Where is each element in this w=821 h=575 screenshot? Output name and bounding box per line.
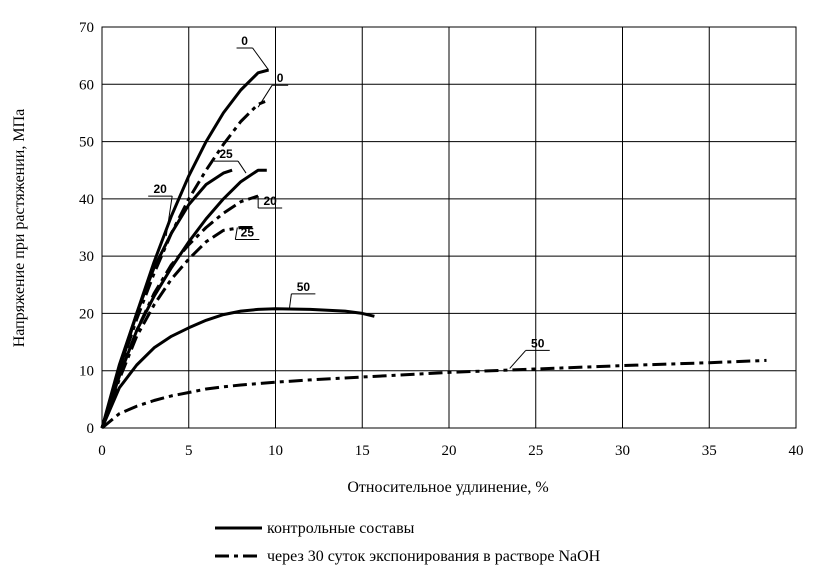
curve-label: 20 xyxy=(154,182,168,196)
curve-label-leader xyxy=(257,84,273,108)
curve-label: 0 xyxy=(241,34,248,48)
curve-label-leader xyxy=(288,293,292,309)
curve-label-leader xyxy=(234,227,238,240)
curve-label: 20 xyxy=(263,194,277,208)
y-tick-label: 0 xyxy=(87,421,95,437)
grid xyxy=(101,26,797,429)
x-tick-label: 25 xyxy=(528,443,543,459)
curve-label-leader xyxy=(252,47,269,71)
curve-label-leader xyxy=(165,196,173,237)
series-group xyxy=(100,68,767,430)
legend-label-solid: контрольные составы xyxy=(267,520,415,537)
y-axis-title: Напряжение при растяжении, МПа xyxy=(11,109,28,348)
y-tick-label: 30 xyxy=(79,249,94,265)
x-tick-label: 15 xyxy=(355,443,370,459)
y-tick-label: 40 xyxy=(79,192,94,208)
legend-label-dashdot: через 30 суток экспонирования в растворе… xyxy=(267,548,601,565)
curve-label-leader xyxy=(237,160,247,174)
curve-label: 25 xyxy=(219,147,233,161)
curve-labels: 0 0 25 20 20 25 50 50 xyxy=(148,34,550,369)
legend: контрольные составы через 30 суток экспо… xyxy=(215,520,601,565)
y-tick-label: 10 xyxy=(79,364,94,380)
x-tick-label: 20 xyxy=(442,443,457,459)
curve-label-leader xyxy=(509,350,527,369)
series-line-solid-50 xyxy=(100,307,375,429)
x-tick-label: 0 xyxy=(98,443,106,459)
curve-label: 25 xyxy=(241,226,255,240)
curve-label: 0 xyxy=(277,71,284,85)
x-tick-label: 35 xyxy=(702,443,717,459)
curve-label: 50 xyxy=(297,280,311,294)
x-axis-title: Относительное удлинение, % xyxy=(347,479,548,496)
x-tick-label: 10 xyxy=(268,443,283,459)
x-tick-label: 40 xyxy=(789,443,804,459)
y-tick-label: 20 xyxy=(79,306,94,322)
series-line-dashdot-0 xyxy=(100,100,266,429)
series-line-dashdot-25 xyxy=(100,226,255,429)
series-line-dashdot-50 xyxy=(101,358,767,430)
x-tick-label: 30 xyxy=(615,443,630,459)
y-tick-label: 70 xyxy=(79,20,94,36)
y-tick-label: 50 xyxy=(79,135,94,151)
curve-label: 50 xyxy=(531,336,545,350)
series-line-dashdot-20 xyxy=(100,194,259,429)
plot-border xyxy=(101,26,797,429)
y-tick-label: 60 xyxy=(79,77,94,93)
y-axis-ticks: 0 10 20 30 40 50 60 70 xyxy=(79,20,94,437)
x-axis-ticks: 0 5 10 15 20 25 30 35 40 xyxy=(98,443,803,459)
x-tick-label: 5 xyxy=(185,443,193,459)
